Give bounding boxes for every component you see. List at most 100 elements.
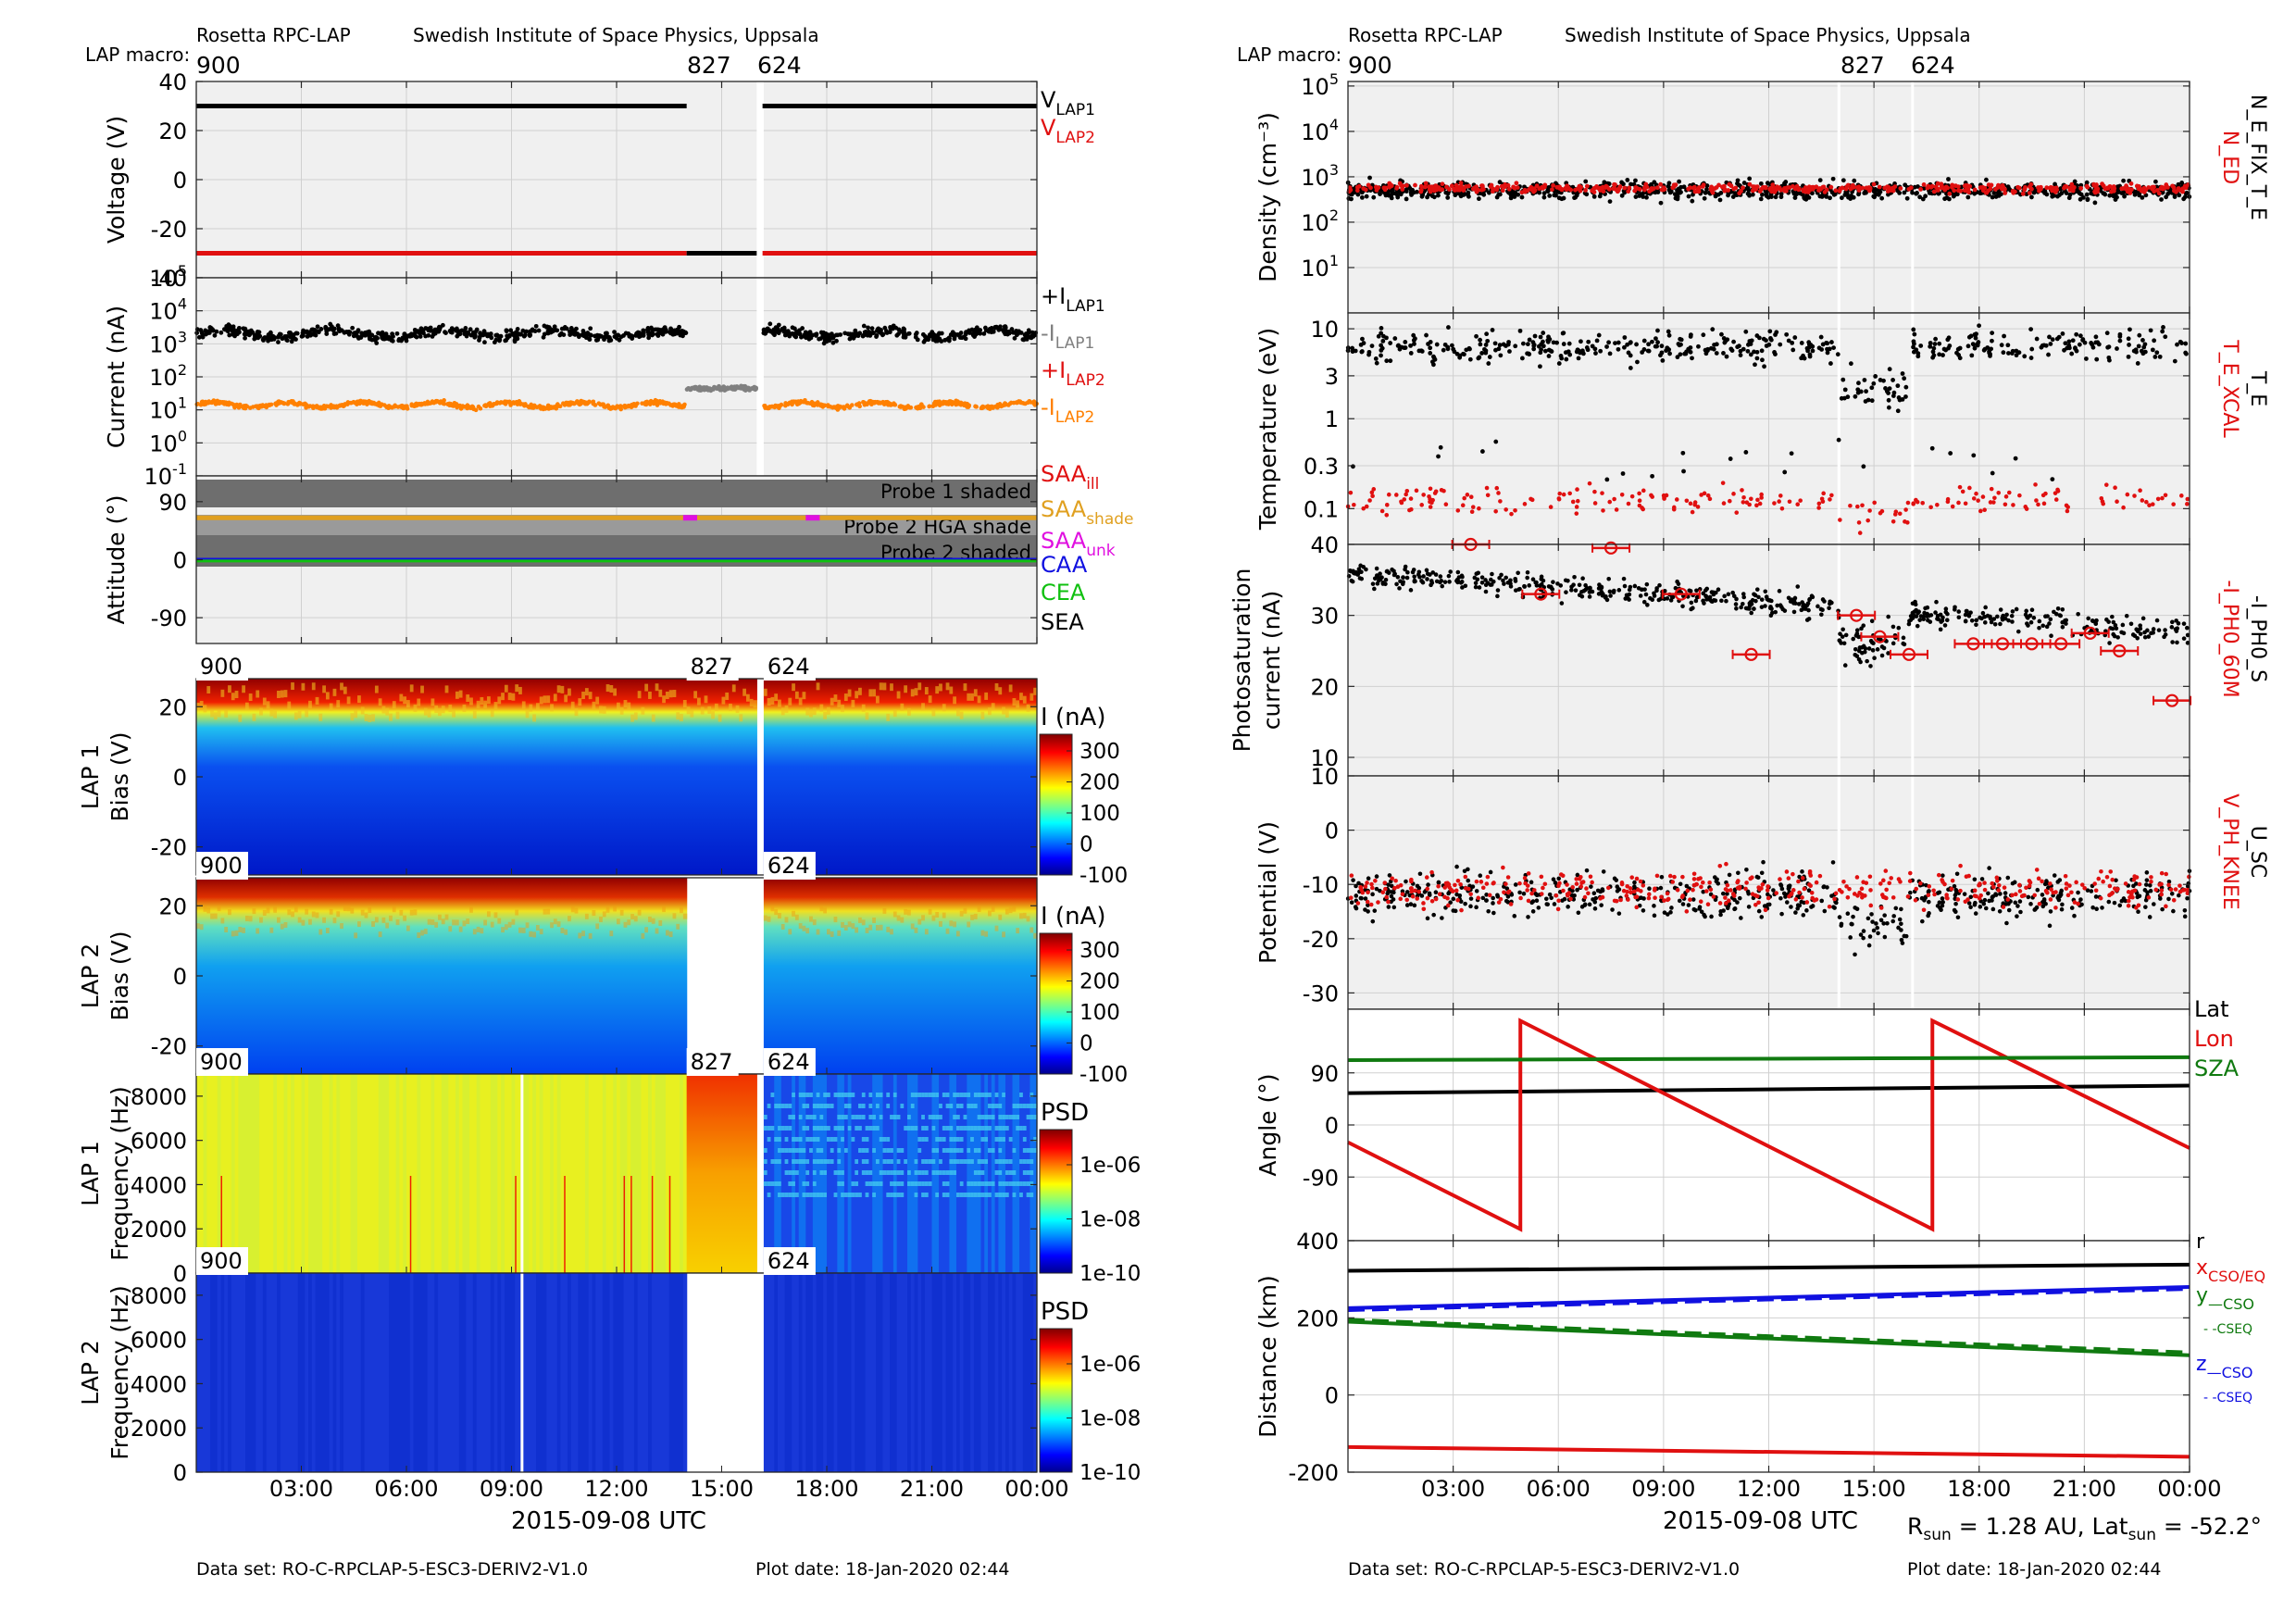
band-label: Probe 1 shaded bbox=[880, 481, 1031, 503]
data-point-plus-i-lap1 bbox=[376, 331, 381, 336]
data-point-n-e-fix-t-e bbox=[1904, 195, 1910, 201]
heatmap-column bbox=[301, 1074, 306, 1273]
heatmap-column bbox=[340, 1074, 344, 1273]
data-point-n-e-fix-t-e bbox=[1690, 198, 1695, 204]
heatmap-column bbox=[896, 878, 902, 1074]
heatmap-cell bbox=[1002, 1193, 1006, 1197]
heatmap-column bbox=[301, 878, 306, 1074]
data-point-plus-i-lap1 bbox=[207, 325, 213, 330]
heatmap-column bbox=[630, 679, 635, 875]
heatmap-column bbox=[228, 909, 232, 916]
data-point-plus-i-lap1 bbox=[256, 334, 262, 339]
heatmap-column bbox=[602, 911, 607, 918]
data-point-plus-i-lap1 bbox=[847, 331, 852, 337]
heatmap-column bbox=[1012, 906, 1017, 912]
heatmap-column bbox=[949, 679, 954, 875]
heatmap-column bbox=[277, 690, 281, 698]
heatmap-cell bbox=[896, 1148, 902, 1153]
heatmap-column bbox=[599, 916, 604, 922]
data-point-plus-i-lap1 bbox=[773, 325, 779, 331]
heatmap-cell bbox=[879, 1115, 884, 1119]
heatmap-cell bbox=[805, 1170, 810, 1175]
heatmap-column bbox=[858, 687, 863, 695]
heatmap-column bbox=[297, 1074, 303, 1273]
heatmap-cell bbox=[959, 1093, 965, 1097]
heatmap-column bbox=[882, 907, 887, 914]
heatmap-column bbox=[693, 679, 698, 875]
heatmap-column bbox=[792, 683, 796, 692]
colorbar bbox=[1039, 932, 1073, 1075]
heatmap-column bbox=[252, 679, 256, 875]
heatmap-cell bbox=[812, 1193, 817, 1197]
y-tick-label: 102 bbox=[149, 361, 187, 391]
data-point-plus-i-lap1 bbox=[284, 333, 290, 339]
heatmap-column bbox=[802, 692, 806, 700]
heatmap-column bbox=[745, 679, 751, 875]
heatmap-column bbox=[584, 679, 590, 875]
heatmap-cell bbox=[1026, 1115, 1031, 1119]
heatmap-cell bbox=[970, 1181, 975, 1186]
heatmap-column bbox=[858, 679, 863, 875]
heatmap-column bbox=[515, 1273, 519, 1472]
heatmap-column bbox=[910, 679, 916, 875]
data-point-n-e-fix-t-e bbox=[1792, 195, 1798, 201]
heatmap-column bbox=[980, 711, 985, 719]
heatmap-column bbox=[875, 925, 880, 931]
heatmap-column bbox=[945, 682, 951, 691]
data-point-plus-i-lap1 bbox=[212, 332, 218, 338]
heatmap-column bbox=[301, 1273, 306, 1472]
heatmap-column bbox=[539, 1074, 544, 1273]
heatmap-column bbox=[924, 687, 930, 695]
heatmap-cell bbox=[823, 1093, 828, 1097]
heatmap-column bbox=[658, 919, 663, 926]
data-point-minus-i-lap2 bbox=[618, 405, 623, 410]
heatmap-cell bbox=[865, 1193, 869, 1197]
data-point-plus-i-lap1 bbox=[627, 333, 632, 339]
data-point-n-e-fix-t-e bbox=[2050, 194, 2055, 199]
heatmap-cell bbox=[780, 1148, 786, 1153]
heatmap-column bbox=[354, 1273, 358, 1472]
heatmap-column bbox=[843, 878, 849, 1074]
heatmap-column bbox=[837, 930, 842, 936]
heatmap-column bbox=[890, 1273, 894, 1472]
data-point-plus-i-lap1 bbox=[235, 331, 240, 337]
heatmap-cell bbox=[875, 1159, 880, 1164]
heatmap-column bbox=[360, 706, 366, 715]
data-point-plus-i-lap1 bbox=[316, 330, 321, 335]
heatmap-column bbox=[855, 878, 859, 1074]
heatmap-column bbox=[311, 682, 317, 691]
x-tick-label: 21:00 bbox=[900, 1476, 964, 1502]
heatmap-column bbox=[823, 878, 828, 1074]
heatmap-column bbox=[532, 714, 537, 722]
heatmap-column bbox=[904, 685, 908, 693]
data-point-minus-i-lap2 bbox=[511, 400, 516, 405]
heatmap-cell bbox=[959, 1104, 965, 1108]
heatmap-column bbox=[774, 1273, 779, 1472]
heatmap-column bbox=[613, 1273, 618, 1472]
heatmap-column bbox=[1004, 908, 1010, 915]
heatmap-column bbox=[1022, 1273, 1028, 1472]
heatmap-column bbox=[830, 679, 835, 875]
heatmap-column bbox=[868, 1273, 873, 1472]
heatmap-column bbox=[269, 1074, 274, 1273]
heatmap-column bbox=[668, 679, 674, 875]
heatmap-column bbox=[655, 1273, 659, 1472]
heatmap-column bbox=[427, 1273, 432, 1472]
heatmap-cell bbox=[949, 1170, 954, 1175]
heatmap-column bbox=[507, 679, 513, 875]
data-point-minus-i-lap2 bbox=[478, 406, 483, 411]
heatmap-column bbox=[592, 910, 596, 917]
heatmap-cell bbox=[955, 1126, 961, 1131]
heatmap-cell bbox=[788, 1181, 792, 1186]
colorbar-tick-label: 1e-10 bbox=[1079, 1461, 1141, 1485]
heatmap-cell bbox=[865, 1159, 869, 1164]
heatmap-cell bbox=[949, 1159, 954, 1164]
data-point-plus-i-lap1 bbox=[478, 332, 483, 338]
data-point-n-e-fix-t-e bbox=[2029, 194, 2034, 200]
data-point-plus-i-lap1 bbox=[557, 332, 563, 338]
heatmap-column bbox=[448, 878, 453, 1074]
heatmap-column bbox=[802, 878, 806, 1074]
heatmap-cell bbox=[998, 1115, 1003, 1119]
y-tick-label: 20 bbox=[158, 119, 187, 144]
heatmap-column bbox=[816, 929, 821, 935]
